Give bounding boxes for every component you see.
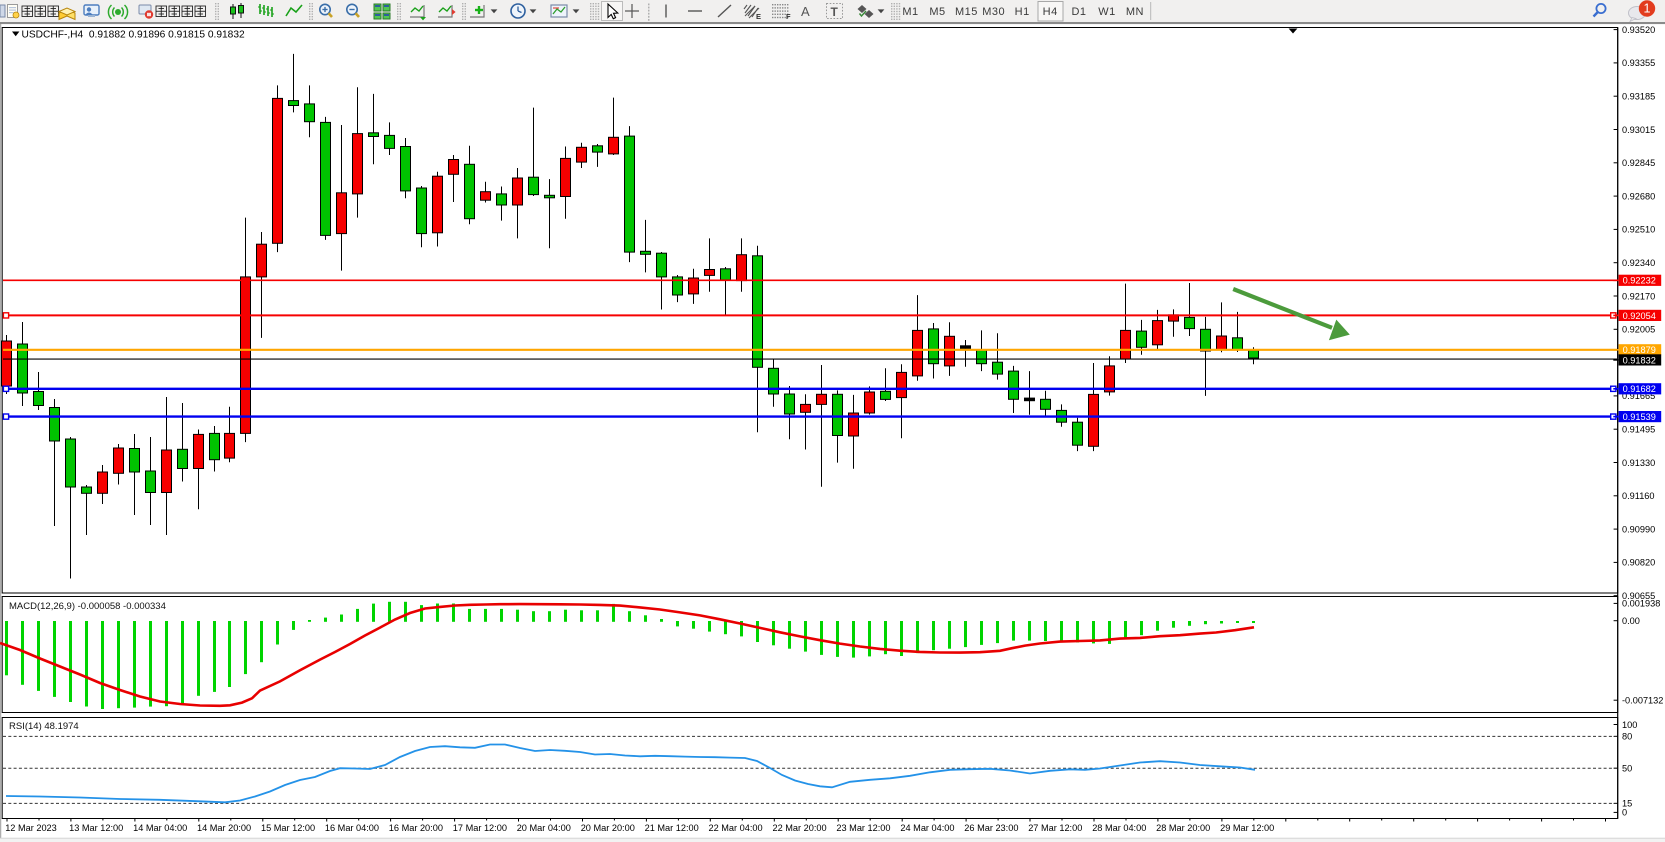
svg-text:22 Mar 04:00: 22 Mar 04:00	[709, 823, 763, 833]
svg-text:12 Mar 2023: 12 Mar 2023	[5, 823, 57, 833]
svg-text:16 Mar 20:00: 16 Mar 20:00	[389, 823, 443, 833]
svg-text:80: 80	[1622, 732, 1632, 742]
svg-text:0.93355: 0.93355	[1622, 58, 1655, 68]
svg-text:26 Mar 23:00: 26 Mar 23:00	[964, 823, 1018, 833]
svg-text:MN: MN	[1126, 6, 1144, 18]
svg-text:D1: D1	[1071, 6, 1086, 18]
svg-text:27 Mar 12:00: 27 Mar 12:00	[1028, 823, 1082, 833]
svg-text:100: 100	[1622, 720, 1637, 730]
svg-text:0.93015: 0.93015	[1622, 125, 1655, 135]
svg-text:21 Mar 12:00: 21 Mar 12:00	[645, 823, 699, 833]
svg-text:E: E	[756, 12, 761, 21]
svg-text:14 Mar 04:00: 14 Mar 04:00	[133, 823, 187, 833]
svg-text:0.91539: 0.91539	[1623, 412, 1656, 422]
svg-text:0.92170: 0.92170	[1622, 291, 1655, 301]
svg-text:0.92232: 0.92232	[1623, 276, 1656, 286]
svg-text:1: 1	[1644, 2, 1651, 16]
svg-text:W1: W1	[1098, 6, 1116, 18]
svg-text:MACD(12,26,9) -0.000058 -0.000: MACD(12,26,9) -0.000058 -0.000334	[9, 601, 166, 612]
svg-text:0.90820: 0.90820	[1622, 558, 1655, 568]
svg-text:16 Mar 04:00: 16 Mar 04:00	[325, 823, 379, 833]
svg-text:20 Mar 04:00: 20 Mar 04:00	[517, 823, 571, 833]
svg-text:15: 15	[1622, 799, 1632, 809]
svg-text:0.90655: 0.90655	[1622, 591, 1655, 601]
svg-text:H4: H4	[1043, 6, 1058, 18]
svg-text:0.91682: 0.91682	[1623, 384, 1656, 394]
svg-text:20 Mar 20:00: 20 Mar 20:00	[581, 823, 635, 833]
svg-text:M15: M15	[955, 6, 978, 18]
svg-text:USDCHF-,H4 0.91882 0.91896 0.: USDCHF-,H4 0.91882 0.91896 0.91815 0.918…	[22, 30, 245, 41]
svg-text:0.001938: 0.001938	[1622, 599, 1660, 609]
svg-text:0.92680: 0.92680	[1622, 191, 1655, 201]
svg-text:0.92005: 0.92005	[1622, 325, 1655, 335]
svg-text:0.91330: 0.91330	[1622, 458, 1655, 468]
svg-text:M1: M1	[902, 6, 918, 18]
svg-text:22 Mar 20:00: 22 Mar 20:00	[773, 823, 827, 833]
svg-text:14 Mar 20:00: 14 Mar 20:00	[197, 823, 251, 833]
svg-text:F: F	[786, 12, 791, 21]
svg-text:13 Mar 12:00: 13 Mar 12:00	[69, 823, 123, 833]
svg-text:0.92340: 0.92340	[1622, 258, 1655, 268]
svg-text:0.93185: 0.93185	[1622, 92, 1655, 102]
svg-text:0.91832: 0.91832	[1623, 355, 1656, 365]
svg-text:0.92054: 0.92054	[1623, 311, 1656, 321]
svg-text:29 Mar 12:00: 29 Mar 12:00	[1220, 823, 1274, 833]
svg-text:17 Mar 12:00: 17 Mar 12:00	[453, 823, 507, 833]
svg-text:15 Mar 12:00: 15 Mar 12:00	[261, 823, 315, 833]
svg-text:0.93520: 0.93520	[1622, 25, 1655, 35]
svg-text:0.90990: 0.90990	[1622, 524, 1655, 534]
svg-text:50: 50	[1622, 764, 1632, 774]
svg-text:24 Mar 04:00: 24 Mar 04:00	[900, 823, 954, 833]
svg-text:0.91879: 0.91879	[1623, 345, 1656, 355]
svg-text:0.00: 0.00	[1622, 616, 1640, 626]
svg-text:RSI(14) 48.1974: RSI(14) 48.1974	[9, 721, 79, 732]
svg-text:T: T	[831, 5, 839, 19]
svg-text:28 Mar 20:00: 28 Mar 20:00	[1156, 823, 1210, 833]
svg-text:A: A	[801, 4, 810, 19]
svg-text:0.91495: 0.91495	[1622, 425, 1655, 435]
svg-text:M5: M5	[929, 6, 945, 18]
svg-text:-0.007132: -0.007132	[1622, 696, 1663, 706]
svg-text:M30: M30	[982, 6, 1005, 18]
svg-text:0: 0	[1622, 808, 1627, 818]
svg-text:28 Mar 04:00: 28 Mar 04:00	[1092, 823, 1146, 833]
svg-text:H1: H1	[1015, 6, 1030, 18]
svg-text:0.91665: 0.91665	[1622, 391, 1655, 401]
svg-text:0.92845: 0.92845	[1622, 158, 1655, 168]
svg-text:0.91160: 0.91160	[1622, 491, 1655, 501]
svg-text:23 Mar 12:00: 23 Mar 12:00	[836, 823, 890, 833]
svg-text:0.92510: 0.92510	[1622, 225, 1655, 235]
